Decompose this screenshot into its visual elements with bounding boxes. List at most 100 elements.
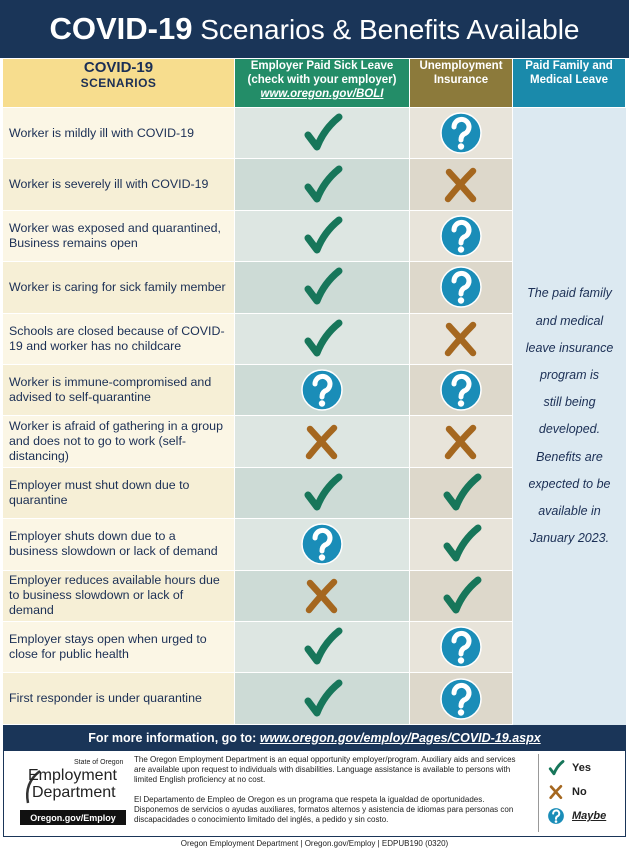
scenario-cell: Worker was exposed and quarantined, Busi… bbox=[3, 210, 235, 263]
yes-icon bbox=[304, 113, 343, 151]
scenario-text: First responder is under quarantine bbox=[9, 691, 202, 706]
status-cell bbox=[235, 519, 410, 571]
status-cell bbox=[235, 467, 410, 520]
statement-english: The Oregon Employment Department is an e… bbox=[134, 755, 516, 784]
scenario-text: Employer shuts down due to a business sl… bbox=[9, 529, 218, 559]
no-icon bbox=[444, 321, 477, 357]
note-cell: The paid family and medical leave insuranc… bbox=[513, 108, 626, 725]
scenario-text: Employer stays open when urged to close … bbox=[9, 632, 207, 662]
legend-item: No bbox=[547, 782, 587, 802]
status-cell bbox=[410, 416, 513, 468]
yes-icon bbox=[304, 627, 343, 665]
legend-label: Yes bbox=[572, 762, 591, 774]
maybe-icon bbox=[440, 626, 482, 668]
note-line: and medical bbox=[535, 313, 604, 328]
no-icon bbox=[549, 784, 563, 800]
title-bar: COVID-19 Scenarios & Benefits Available bbox=[0, 0, 629, 58]
yes-icon bbox=[304, 319, 343, 357]
title-bold: COVID-19 bbox=[49, 11, 193, 46]
status-cell bbox=[410, 262, 513, 314]
yes-icon bbox=[443, 473, 482, 511]
status-cell bbox=[410, 467, 513, 520]
statement-spanish: El Departamento de Empleo de Oregon es u… bbox=[134, 795, 514, 824]
note-line: leave insurance bbox=[525, 340, 614, 355]
no-icon bbox=[305, 424, 338, 459]
column-header-line: Medical Leave bbox=[530, 74, 608, 86]
no-icon bbox=[444, 167, 477, 202]
status-cell bbox=[235, 570, 410, 622]
maybe-icon bbox=[440, 215, 482, 257]
yes-icon bbox=[304, 267, 343, 305]
column-header-link[interactable]: www.oregon.gov/BOLI bbox=[260, 88, 384, 100]
column-header: Unemployment Insurance bbox=[410, 59, 513, 108]
status-cell bbox=[410, 108, 513, 160]
legend-item: Maybe bbox=[547, 806, 606, 826]
status-cell bbox=[410, 313, 513, 365]
status-cell bbox=[410, 673, 513, 725]
note-line: available in bbox=[538, 504, 601, 518]
about-area: State of Oregon Employment Department Orego… bbox=[3, 750, 626, 837]
column-header: Employer Paid Sick Leave (check with your… bbox=[235, 59, 410, 108]
yes-icon bbox=[548, 760, 565, 776]
scenario-cell: Worker is immune-compromised and advised… bbox=[3, 365, 235, 417]
scenario-cell: Employer stays open when urged to close … bbox=[3, 622, 235, 674]
yes-icon bbox=[304, 216, 343, 254]
note-line: developed. bbox=[538, 422, 601, 437]
scenario-text: Worker is caring for sick family member bbox=[9, 279, 226, 294]
status-cell bbox=[235, 108, 410, 160]
scenario-cell: Worker is afraid of gathering in a group… bbox=[3, 416, 235, 468]
info-link[interactable]: www.oregon.gov/employ/Pages/COVID-19.asp… bbox=[259, 730, 541, 745]
no-icon bbox=[444, 424, 477, 459]
maybe-icon bbox=[547, 807, 565, 825]
maybe-icon bbox=[440, 112, 482, 154]
column-header-line: COVID-19 bbox=[83, 59, 154, 76]
scenario-text: Employer must shut down due to quarantin… bbox=[9, 477, 190, 507]
yes-icon bbox=[304, 679, 343, 717]
scenario-text: Worker is severely ill with COVID-19 bbox=[9, 177, 209, 192]
legend-label: Maybe bbox=[572, 810, 607, 822]
logo-arc bbox=[26, 770, 41, 804]
legend-item: Yes bbox=[547, 758, 591, 778]
note-line: expected to be bbox=[528, 476, 611, 491]
yes-icon bbox=[304, 165, 343, 203]
scenario-cell: Worker is severely ill with COVID-19 bbox=[3, 159, 235, 211]
column-header-line: Employer Paid Sick Leave bbox=[250, 60, 394, 72]
scenario-cell: Employer shuts down due to a business sl… bbox=[3, 519, 235, 571]
scenario-text: Worker was exposed and quarantined, Busi… bbox=[9, 220, 221, 250]
maybe-icon bbox=[440, 266, 482, 309]
scenario-text: Schools are closed because of COVID-19 a… bbox=[9, 323, 225, 353]
status-cell bbox=[410, 570, 513, 622]
scenario-text: Worker is mildly ill with COVID-19 bbox=[9, 125, 194, 140]
column-header-line: (check with your employer) bbox=[247, 74, 397, 86]
column-header-line: SCENARIOS bbox=[80, 76, 157, 90]
note-line: program is bbox=[539, 367, 600, 382]
publication: Oregon Employment Department | Oregon.go… bbox=[180, 839, 449, 848]
yes-icon bbox=[304, 473, 343, 511]
logo-line2: Department bbox=[32, 784, 116, 801]
info-bar: For more information, go to: www.oregon.… bbox=[3, 725, 626, 750]
status-cell bbox=[235, 159, 410, 211]
scenario-text: Worker is afraid of gathering in a group… bbox=[9, 419, 223, 464]
title-rest: Scenarios & Benefits Available bbox=[200, 14, 580, 45]
scenario-cell: Worker is caring for sick family member bbox=[3, 262, 235, 314]
note-line: Benefits are bbox=[536, 449, 603, 464]
maybe-icon bbox=[301, 523, 343, 566]
scenario-cell: Employer must shut down due to quarantin… bbox=[3, 467, 235, 520]
legend: Yes No Maybe bbox=[538, 754, 622, 832]
column-header-line: Paid Family and bbox=[525, 60, 613, 72]
maybe-icon bbox=[440, 677, 482, 720]
status-cell bbox=[235, 262, 410, 314]
maybe-icon bbox=[301, 369, 343, 411]
yes-icon bbox=[443, 576, 482, 614]
note-line: January 2023. bbox=[529, 531, 610, 546]
status-cell bbox=[235, 673, 410, 725]
status-cell bbox=[410, 519, 513, 571]
status-cell bbox=[235, 313, 410, 365]
status-cell bbox=[235, 210, 410, 263]
scenario-cell: Schools are closed because of COVID-19 a… bbox=[3, 313, 235, 365]
status-cell bbox=[410, 365, 513, 417]
logo-line1: Employment bbox=[28, 767, 117, 784]
column-header-line: Unemployment bbox=[419, 60, 503, 72]
maybe-icon bbox=[440, 369, 482, 411]
